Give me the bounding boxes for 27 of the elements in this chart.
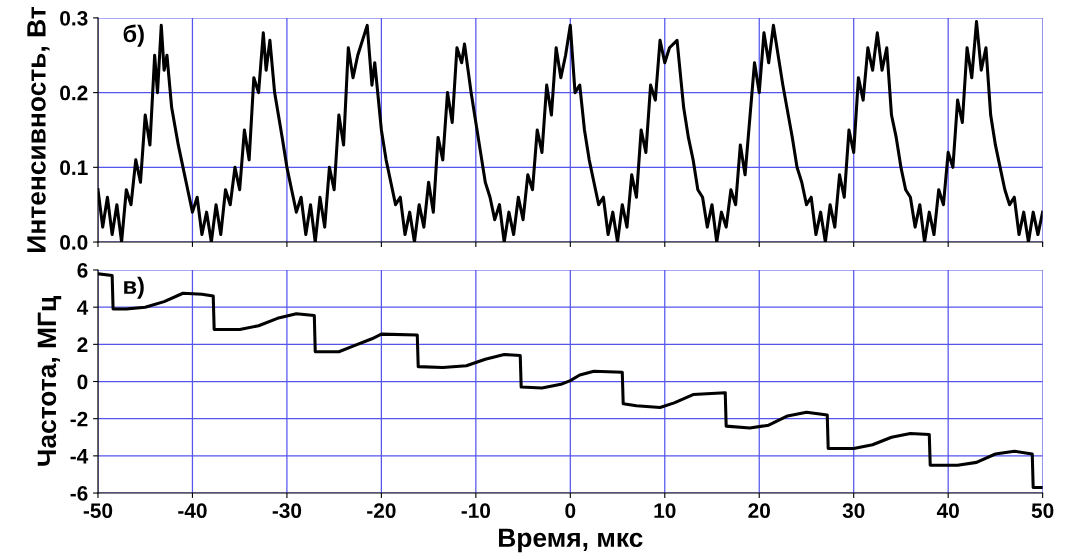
x-tick-label: 0 (565, 503, 576, 519)
y-axis-title: Интенсивность, Вт (27, 7, 50, 252)
y-axis-title: Частота, МГц (37, 296, 62, 466)
annotation: б) (123, 24, 144, 47)
x-tick-label: -10 (461, 503, 491, 519)
x-tick-label: -20 (367, 503, 396, 519)
y-tick-label: 0.1 (60, 160, 88, 176)
y-tick-label: 0.2 (60, 85, 88, 101)
x-axis-title: Время, мкс (499, 528, 643, 553)
y-tick-label: 6 (77, 263, 88, 278)
x-tick-label: -40 (178, 503, 207, 519)
y-tick-label: 0.3 (60, 10, 88, 26)
y-tick-label: 0.0 (60, 235, 88, 250)
annotation: в) (124, 276, 144, 299)
y-tick-label: 2 (77, 337, 88, 352)
y-tick-label: -2 (70, 411, 88, 427)
y-tick-label: 0 (77, 374, 88, 390)
x-tick-label: -30 (272, 503, 302, 519)
x-tick-label: 10 (654, 503, 676, 519)
x-tick-label: 30 (842, 503, 865, 519)
x-tick-label: 40 (936, 503, 959, 519)
y-tick-label: 4 (76, 300, 89, 315)
x-tick-label: -50 (83, 503, 113, 519)
y-tick-label: -6 (70, 486, 88, 501)
x-tick-label: 20 (748, 503, 770, 519)
y-tick-label: -4 (70, 449, 89, 464)
x-tick-label: 50 (1031, 503, 1054, 519)
